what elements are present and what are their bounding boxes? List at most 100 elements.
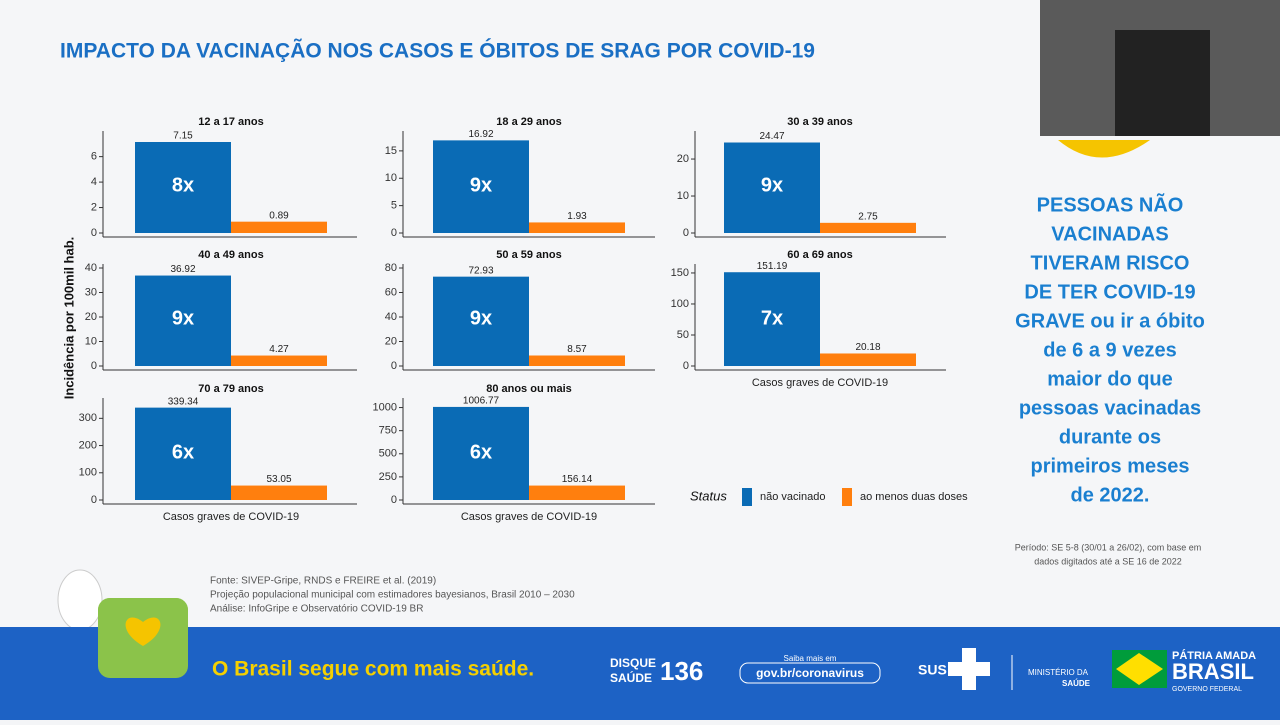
y-tick-label: 20 bbox=[677, 153, 689, 165]
y-tick-label: 2 bbox=[91, 201, 97, 213]
site-box bbox=[739, 662, 881, 684]
y-tick-label: 750 bbox=[379, 425, 397, 437]
sus-cross bbox=[948, 648, 990, 690]
value-label: 20.18 bbox=[855, 342, 880, 353]
y-tick-label: 20 bbox=[85, 311, 97, 323]
bar bbox=[231, 485, 327, 500]
sidebar-line: durante os bbox=[1059, 426, 1161, 448]
y-tick-label: 80 bbox=[385, 262, 397, 274]
y-tick-label: 0 bbox=[391, 227, 397, 239]
interpreter bbox=[1115, 30, 1210, 136]
bar bbox=[135, 275, 231, 366]
saiba: Saiba mais em bbox=[784, 654, 837, 663]
disque: DISQUE bbox=[610, 656, 656, 670]
x-axis-label: Casos graves de COVID-19 bbox=[163, 511, 299, 523]
y-tick-label: 0 bbox=[391, 494, 397, 506]
value-label: 339.34 bbox=[168, 396, 199, 407]
y-tick-label: 40 bbox=[85, 262, 97, 274]
bar bbox=[231, 221, 327, 233]
panel-title: 80 anos ou mais bbox=[486, 383, 572, 395]
bar bbox=[529, 222, 625, 233]
flag-diamond bbox=[1116, 653, 1163, 685]
y-tick-label: 10 bbox=[677, 190, 689, 202]
value-label: 4.27 bbox=[269, 344, 289, 355]
site: gov.br/coronavirus bbox=[756, 666, 864, 680]
sidebar: PESSOAS NÃO VACINADAS TIVERAM RISCO DE TER … bbox=[1015, 193, 1205, 506]
sidebar-line: VACINADAS bbox=[1051, 223, 1168, 245]
value-label: 1.93 bbox=[567, 211, 587, 222]
ministerio-saude: SAÚDE bbox=[1062, 679, 1091, 688]
y-tick-label: 0 bbox=[91, 360, 97, 372]
legend-title: Status bbox=[690, 488, 727, 503]
y-tick-label: 60 bbox=[385, 286, 397, 298]
legend-swatch bbox=[742, 488, 752, 506]
ratio-annotation: 9x bbox=[470, 174, 492, 196]
panel-title: 40 a 49 anos bbox=[198, 249, 263, 261]
y-tick-label: 10 bbox=[385, 172, 397, 184]
sidebar-line: PESSOAS NÃO bbox=[1037, 193, 1184, 216]
y-tick-label: 500 bbox=[379, 448, 397, 460]
panel-title: 30 a 39 anos bbox=[787, 116, 852, 128]
y-tick-label: 5 bbox=[391, 200, 397, 212]
y-tick-label: 0 bbox=[683, 227, 689, 239]
sidebar-line: GRAVE ou ir a óbito bbox=[1015, 310, 1205, 332]
ratio-annotation: 7x bbox=[761, 307, 783, 329]
y-tick-label: 4 bbox=[91, 176, 97, 188]
y-tick-label: 20 bbox=[385, 335, 397, 347]
value-label: 72.93 bbox=[468, 265, 493, 276]
value-label: 8.57 bbox=[567, 344, 587, 355]
source-line: Projeção populacional municipal com esti… bbox=[210, 590, 575, 601]
ratio-annotation: 9x bbox=[761, 174, 783, 196]
legend-label: ao menos duas doses bbox=[860, 491, 968, 503]
ratio-annotation: 6x bbox=[470, 441, 492, 463]
value-label: 151.19 bbox=[757, 261, 788, 272]
y-tick-label: 0 bbox=[683, 360, 689, 372]
bar bbox=[231, 355, 327, 366]
value-label: 53.05 bbox=[266, 474, 291, 485]
y-tick-label: 10 bbox=[85, 335, 97, 347]
x-axis-label: Casos graves de COVID-19 bbox=[461, 511, 597, 523]
panel-title: 70 a 79 anos bbox=[198, 383, 263, 395]
bar bbox=[433, 140, 529, 233]
value-label: 1006.77 bbox=[463, 396, 500, 407]
patria: PÁTRIA AMADA bbox=[1172, 649, 1256, 662]
value-label: 24.47 bbox=[759, 131, 784, 142]
y-tick-label: 250 bbox=[379, 471, 397, 483]
x-axis-label: Casos graves de COVID-19 bbox=[752, 377, 888, 389]
sidebar-line: DE TER COVID-19 bbox=[1024, 281, 1195, 303]
sidebar-line: de 2022. bbox=[1071, 484, 1150, 506]
bar bbox=[135, 142, 231, 233]
legend: Status não vacinado ao menos duas doses bbox=[690, 488, 968, 506]
y-tick-label: 200 bbox=[79, 439, 97, 451]
heart bbox=[125, 617, 161, 646]
panel-title: 18 a 29 anos bbox=[496, 116, 561, 128]
y-tick-label: 300 bbox=[79, 412, 97, 424]
bar bbox=[724, 272, 820, 366]
y-axis-label: Incidência por 100mil hab. bbox=[61, 237, 76, 400]
slogan: O Brasil segue com mais saúde. bbox=[212, 658, 534, 681]
y-tick-label: 0 bbox=[91, 227, 97, 239]
value-label: 2.75 bbox=[858, 211, 878, 222]
y-tick-label: 0 bbox=[391, 360, 397, 372]
panel-title: 12 a 17 anos bbox=[198, 116, 263, 128]
bar bbox=[433, 276, 529, 366]
page-title: IMPACTO DA VACINAÇÃO NOS CASOS E ÓBITOS … bbox=[60, 39, 815, 63]
legend-swatch bbox=[842, 488, 852, 506]
y-tick-label: 150 bbox=[671, 267, 689, 279]
y-tick-label: 100 bbox=[79, 467, 97, 479]
value-label: 156.14 bbox=[562, 474, 593, 485]
bar bbox=[135, 407, 231, 500]
bar bbox=[820, 222, 916, 233]
y-tick-label: 50 bbox=[677, 329, 689, 341]
period-note: Período: SE 5-8 (30/01 a 26/02), com bas… bbox=[1015, 542, 1202, 552]
sus: SUS bbox=[918, 662, 947, 678]
ministerio: MINISTÉRIO DA bbox=[1028, 668, 1089, 677]
panel-title: 60 a 69 anos bbox=[787, 249, 852, 261]
y-tick-label: 40 bbox=[385, 311, 397, 323]
y-tick-label: 15 bbox=[385, 145, 397, 157]
disque-number: 136 bbox=[660, 656, 703, 686]
source-line: Fonte: SIVEP-Gripe, RNDS e FREIRE et al.… bbox=[210, 576, 436, 587]
bar bbox=[724, 142, 820, 233]
y-tick-label: 100 bbox=[671, 298, 689, 310]
